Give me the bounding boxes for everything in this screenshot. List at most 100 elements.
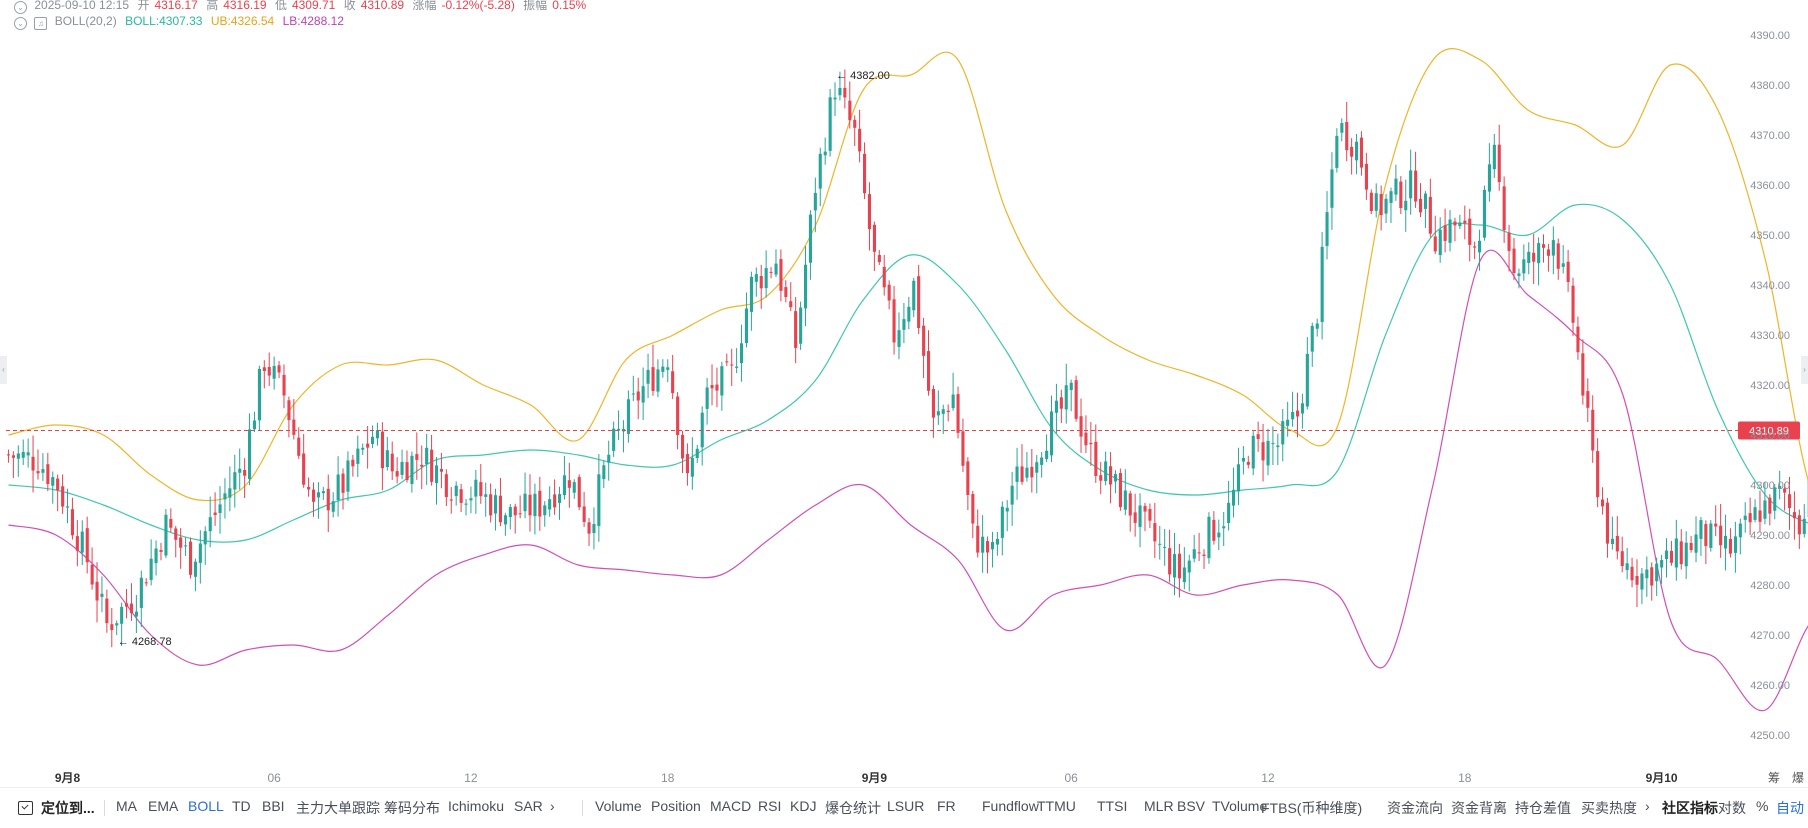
sub-indicator-5[interactable]: 爆仓统计 bbox=[825, 798, 881, 818]
sub-indicator-0[interactable]: Volume bbox=[595, 798, 642, 814]
candle-body bbox=[745, 309, 748, 344]
candle-body bbox=[268, 367, 271, 376]
candle bbox=[745, 292, 748, 347]
sub-indicator-3[interactable]: RSI bbox=[758, 798, 781, 814]
left-collapse-tab[interactable]: ‹ bbox=[0, 356, 7, 384]
y-tick-label: 4380.00 bbox=[1750, 80, 1790, 92]
candle-body bbox=[1030, 467, 1033, 477]
candle-body bbox=[499, 496, 502, 523]
candle bbox=[661, 359, 664, 378]
candle bbox=[1134, 494, 1137, 537]
candle bbox=[204, 526, 207, 565]
sub-indicator-2[interactable]: MACD bbox=[710, 798, 751, 814]
boll-name[interactable]: BOLL(20,2) bbox=[55, 14, 117, 28]
sub-indicator-9[interactable]: TTMU bbox=[1037, 798, 1076, 814]
candle-body bbox=[258, 369, 261, 420]
candle-body bbox=[71, 509, 74, 535]
candle bbox=[656, 359, 659, 397]
candlesticks bbox=[7, 69, 1808, 647]
more-main-indicators-icon[interactable]: › bbox=[550, 798, 555, 814]
candle-body bbox=[66, 506, 69, 507]
candle bbox=[952, 373, 955, 411]
candle bbox=[735, 348, 738, 373]
main-indicator-ma[interactable]: MA bbox=[116, 798, 137, 814]
candle-body bbox=[588, 522, 591, 533]
main-indicator-bbi[interactable]: BBI bbox=[262, 798, 285, 814]
candle-body bbox=[1385, 199, 1388, 214]
candle bbox=[1075, 376, 1078, 422]
sub-indicator-18[interactable]: 买卖热度 bbox=[1581, 798, 1637, 818]
candle bbox=[1247, 456, 1250, 469]
candle-body bbox=[479, 482, 482, 496]
right-collapse-tab[interactable]: › bbox=[1801, 356, 1808, 384]
candle-body bbox=[440, 469, 443, 472]
sub-indicator-8[interactable]: Fundflow bbox=[982, 798, 1039, 814]
sub-indicator-17[interactable]: 持仓差值 bbox=[1515, 798, 1571, 818]
candle bbox=[1434, 216, 1437, 254]
locate-button[interactable]: 定位到... bbox=[18, 798, 95, 818]
candle bbox=[273, 357, 276, 390]
candle-body bbox=[538, 491, 541, 517]
candle bbox=[351, 455, 354, 477]
main-indicator-ichimoku[interactable]: Ichimoku bbox=[448, 798, 504, 814]
candle-body bbox=[1606, 503, 1609, 544]
candle-body bbox=[996, 539, 999, 545]
candle-body bbox=[342, 474, 345, 493]
main-indicator-筹码分布[interactable]: 筹码分布 bbox=[384, 798, 440, 818]
sub-indicator-13[interactable]: TVolume bbox=[1212, 798, 1267, 814]
sub-indicator-11[interactable]: MLR bbox=[1144, 798, 1174, 814]
main-indicator-ema[interactable]: EMA bbox=[148, 798, 178, 814]
candle bbox=[1424, 191, 1427, 228]
candle bbox=[332, 492, 335, 517]
main-indicator-boll[interactable]: BOLL bbox=[188, 798, 224, 814]
candle bbox=[1153, 503, 1156, 558]
candle bbox=[666, 359, 669, 382]
sub-indicator-16[interactable]: 资金背离 bbox=[1451, 798, 1507, 818]
main-indicator-主力大单跟踪[interactable]: 主力大单跟踪 bbox=[296, 798, 380, 818]
candle bbox=[524, 473, 527, 519]
candle bbox=[233, 455, 236, 508]
bell-icon[interactable]: ♫ bbox=[34, 17, 47, 30]
candle-body bbox=[898, 330, 901, 347]
candle bbox=[1611, 517, 1614, 550]
sub-indicator-10[interactable]: TTSI bbox=[1097, 798, 1127, 814]
candle-body bbox=[484, 494, 487, 497]
candle bbox=[1163, 529, 1166, 566]
main-indicator-sar[interactable]: SAR bbox=[514, 798, 543, 814]
collapse-icon[interactable]: ⌄ bbox=[14, 1, 27, 14]
candle bbox=[386, 437, 389, 471]
sub-indicator-4[interactable]: KDJ bbox=[790, 798, 816, 814]
candle bbox=[12, 451, 15, 478]
x-axis: 9月80612189月90612189月100612189月11筹爆 bbox=[55, 771, 1808, 785]
sub-indicator-14[interactable]: FTBS(币种维度) bbox=[1261, 798, 1362, 818]
sub-indicator-7[interactable]: FR bbox=[937, 798, 956, 814]
candle-body bbox=[1291, 412, 1294, 419]
candle-body bbox=[740, 343, 743, 363]
open-label: 开 bbox=[137, 0, 149, 12]
chip-distribution-toggle[interactable]: 筹 bbox=[1768, 771, 1780, 785]
main-indicator-td[interactable]: TD bbox=[232, 798, 251, 814]
percent-scale-toggle[interactable]: % bbox=[1756, 798, 1768, 814]
collapse-icon[interactable]: ⌄ bbox=[14, 17, 27, 30]
sub-indicator-12[interactable]: BSV bbox=[1177, 798, 1205, 814]
sub-indicator-1[interactable]: Position bbox=[651, 798, 701, 814]
sub-indicator-6[interactable]: LSUR bbox=[887, 798, 924, 814]
candle bbox=[317, 482, 320, 519]
candle-body bbox=[553, 494, 556, 507]
candle bbox=[1060, 390, 1063, 423]
liquidation-toggle[interactable]: 爆 bbox=[1792, 771, 1804, 785]
candle-body bbox=[1650, 567, 1653, 585]
candle bbox=[248, 413, 251, 485]
candle-body bbox=[81, 532, 84, 553]
auto-scale-toggle[interactable]: 自动 bbox=[1776, 798, 1804, 818]
x-tick-label: 12 bbox=[464, 771, 478, 785]
more-sub-indicators-icon[interactable]: › bbox=[1645, 798, 1650, 814]
community-indicators-button[interactable]: 社区指标 bbox=[1662, 798, 1718, 818]
candle bbox=[1070, 380, 1073, 412]
candle bbox=[32, 436, 35, 493]
candle bbox=[1335, 128, 1338, 172]
candle bbox=[1754, 499, 1757, 522]
sub-indicator-15[interactable]: 资金流向 bbox=[1387, 798, 1443, 818]
log-scale-toggle[interactable]: 对数 bbox=[1718, 798, 1746, 818]
